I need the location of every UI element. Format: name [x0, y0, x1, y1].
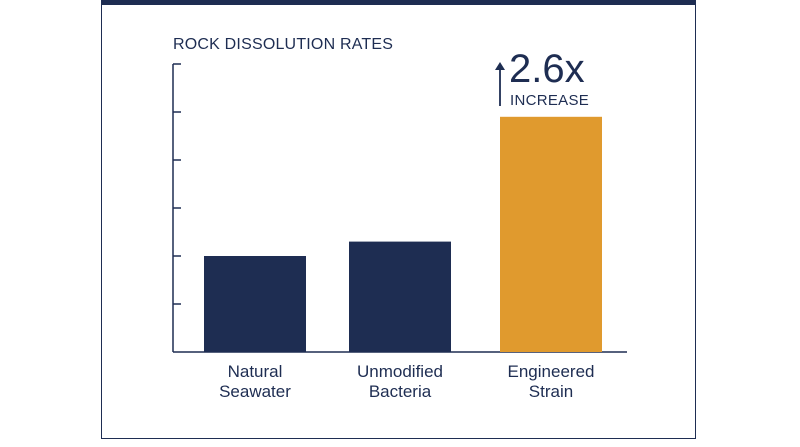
- annotation-text: INCREASE: [510, 92, 590, 109]
- x-tick-label: Engineered Strain: [508, 362, 595, 401]
- bar: [204, 256, 306, 352]
- chart-category-labels: Natural Seawater Unmodified Bacteria Enginee…: [219, 362, 594, 401]
- up-arrow-icon: [495, 62, 505, 106]
- chart-title: ROCK DISSOLUTION RATES: [173, 36, 394, 53]
- x-tick-label: Natural Seawater: [219, 362, 291, 401]
- chart-bars: [204, 116, 602, 352]
- x-tick-label: Unmodified Bacteria: [357, 362, 443, 401]
- bar: [500, 116, 602, 352]
- chart-frame: [101, 0, 696, 439]
- bar: [349, 241, 451, 352]
- arrow-head: [495, 62, 505, 70]
- annotation-value: 2.6x: [509, 47, 585, 91]
